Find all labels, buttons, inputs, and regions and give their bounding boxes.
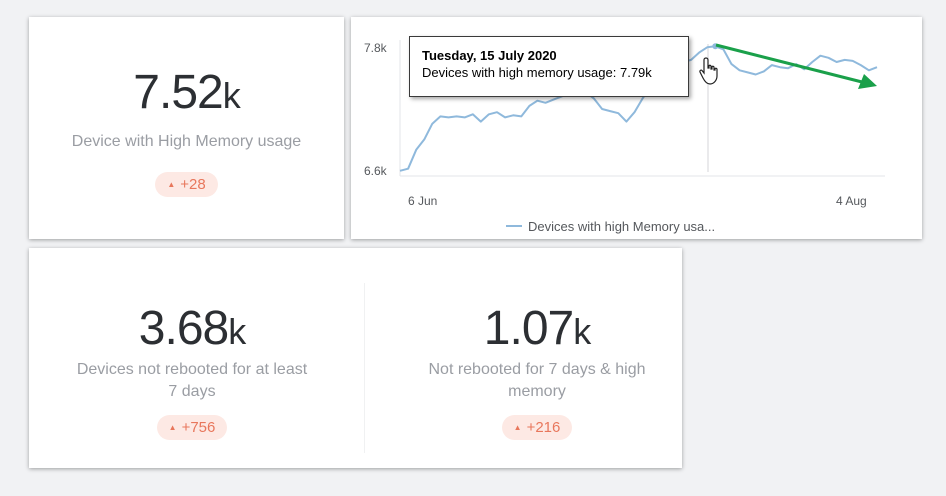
data-point[interactable]: [398, 169, 402, 173]
data-point[interactable]: [746, 70, 750, 74]
delta-value: +28: [180, 176, 206, 193]
data-point[interactable]: [479, 120, 483, 124]
data-point[interactable]: [835, 60, 839, 64]
kpi-value: 7.52k: [29, 69, 344, 117]
data-point[interactable]: [535, 99, 539, 103]
kpi-not-rebooted-high-memory[interactable]: 1.07k Not rebooted for 7 days & high mem…: [374, 305, 700, 440]
data-point[interactable]: [406, 167, 410, 171]
kpi-divider: [364, 283, 365, 453]
data-point[interactable]: [875, 65, 879, 69]
data-point[interactable]: [511, 113, 515, 117]
delta-badge: ▲ +756: [156, 415, 228, 440]
kpi-label: Not rebooted for 7 days & high memory: [374, 359, 700, 403]
data-point[interactable]: [738, 68, 742, 72]
kpi-label-line: 7 days: [168, 383, 216, 400]
kpi-number: 3.68: [138, 302, 229, 355]
up-arrow-icon: ▲: [167, 179, 176, 189]
data-point[interactable]: [697, 51, 701, 55]
delta-badge: ▲ +28: [155, 172, 218, 197]
trend-arrow-head: [858, 74, 877, 89]
data-point[interactable]: [519, 114, 523, 118]
data-point[interactable]: [730, 62, 734, 66]
up-arrow-icon: ▲: [513, 422, 522, 432]
data-point[interactable]: [827, 56, 831, 60]
up-arrow-icon: ▲: [168, 422, 177, 432]
data-point[interactable]: [463, 115, 467, 119]
data-point[interactable]: [422, 137, 426, 141]
data-point[interactable]: [770, 63, 774, 67]
delta-value: +216: [526, 419, 561, 436]
data-point[interactable]: [641, 97, 645, 101]
data-point[interactable]: [810, 60, 814, 64]
data-point[interactable]: [487, 112, 491, 116]
data-point[interactable]: [754, 73, 758, 77]
trend-arrow-line: [715, 43, 863, 84]
kpi-value: 1.07k: [374, 305, 700, 353]
data-point[interactable]: [552, 98, 556, 102]
y-tick-label: 6.6k: [364, 164, 388, 178]
data-point[interactable]: [616, 111, 620, 115]
data-point[interactable]: [762, 69, 766, 73]
data-point[interactable]: [600, 107, 604, 111]
data-point[interactable]: [592, 97, 596, 101]
data-point[interactable]: [447, 115, 451, 119]
data-point[interactable]: [843, 58, 847, 62]
kpi-unit: k: [573, 311, 591, 352]
kpi-unit: k: [222, 75, 241, 116]
kpi-label-line: Not rebooted for 7 days & high: [428, 361, 646, 378]
data-point[interactable]: [624, 120, 628, 124]
kpi-not-rebooted[interactable]: 3.68k Devices not rebooted for at least …: [29, 305, 355, 440]
data-point[interactable]: [527, 104, 531, 108]
kpi-high-memory: 7.52k Device with High Memory usage ▲ +28: [29, 69, 344, 197]
data-point[interactable]: [867, 68, 871, 72]
kpi-label-line: memory: [508, 383, 566, 400]
data-point[interactable]: [495, 110, 499, 114]
data-point[interactable]: [689, 58, 693, 62]
kpi-number: 1.07: [483, 302, 574, 355]
data-point[interactable]: [414, 148, 418, 152]
data-point[interactable]: [851, 59, 855, 63]
x-tick-label: 4 Aug: [836, 194, 867, 208]
kpi-card-high-memory[interactable]: 7.52k Device with High Memory usage ▲ +28: [29, 17, 344, 239]
kpi-label: Device with High Memory usage: [71, 133, 302, 150]
data-point[interactable]: [455, 114, 459, 118]
x-tick-label: 6 Jun: [408, 194, 437, 208]
legend-item-label[interactable]: Devices with high Memory usa...: [528, 219, 715, 234]
tooltip-value: Devices with high memory usage: 7.79k: [422, 65, 652, 80]
delta-badge: ▲ +216: [501, 415, 573, 440]
data-point[interactable]: [430, 122, 434, 126]
data-point[interactable]: [503, 115, 507, 119]
data-point[interactable]: [705, 45, 709, 49]
data-point[interactable]: [859, 63, 863, 67]
y-tick-label: 7.8k: [364, 41, 388, 55]
data-point[interactable]: [778, 65, 782, 69]
kpi-unit: k: [228, 311, 246, 352]
hand-cursor-icon: [699, 57, 718, 85]
data-point[interactable]: [786, 66, 790, 70]
delta-value: +756: [181, 419, 216, 436]
kpi-value: 3.68k: [29, 305, 355, 353]
tooltip-title: Tuesday, 15 July 2020: [422, 48, 557, 63]
data-point[interactable]: [608, 109, 612, 113]
data-point[interactable]: [544, 101, 548, 105]
data-point[interactable]: [471, 112, 475, 116]
kpi-card-reboot: [29, 248, 682, 468]
data-point[interactable]: [633, 110, 637, 114]
kpi-label-line: Devices not rebooted for at least: [76, 361, 308, 378]
data-point[interactable]: [438, 114, 442, 118]
kpi-label: Devices not rebooted for at least 7 days: [29, 359, 355, 403]
chart-tooltip: Tuesday, 15 July 2020 Devices with high …: [409, 36, 689, 97]
kpi-number: 7.52: [133, 66, 223, 119]
data-point[interactable]: [818, 54, 822, 58]
